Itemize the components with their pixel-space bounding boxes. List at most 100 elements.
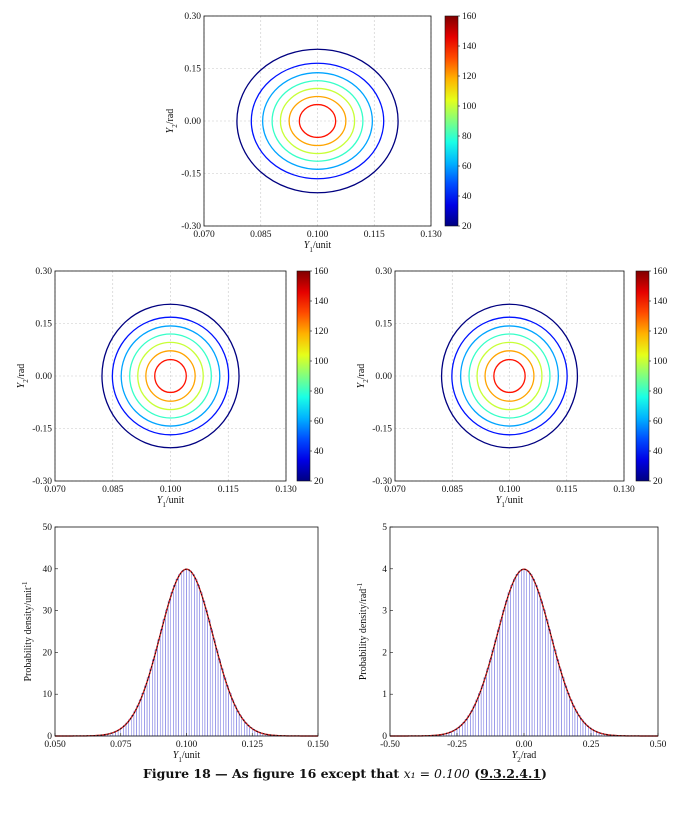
y-tick-label: 30 (43, 607, 53, 617)
histogram-bar (191, 574, 195, 737)
histogram-bar (502, 609, 506, 737)
histogram-bar (553, 649, 557, 737)
histogram-bar (138, 699, 143, 737)
x-tick-label: -0.50 (380, 740, 400, 750)
histogram-bar (146, 677, 150, 737)
y-tick-label: 3 (382, 607, 387, 617)
histogram-bar (188, 570, 192, 737)
contour-line-140 (493, 358, 526, 394)
y-axis-label: Probability density/rad-1 (356, 582, 369, 680)
histogram-bar (515, 574, 519, 737)
x-tick-label: 0.100 (307, 230, 329, 240)
histogram-bar (577, 715, 581, 737)
histogram-bar (488, 659, 493, 737)
x-tick-label: 0.085 (250, 230, 272, 240)
histogram-bar (236, 710, 240, 737)
plot-frame (54, 270, 287, 482)
y-tick-label: 0.30 (184, 12, 201, 22)
histogram-bar (202, 600, 206, 737)
y-tick-label: 20 (43, 648, 53, 658)
histogram-bar (483, 677, 487, 737)
y-tick-label: 0.15 (35, 320, 52, 330)
pdf-curve-dotted (390, 568, 658, 737)
histogram-bar (154, 649, 158, 737)
x-tick-label: 0.050 (44, 740, 66, 750)
y-axis-label: Y2/rad (356, 364, 370, 389)
histogram-bar (518, 570, 522, 737)
y-tick-label: 40 (43, 565, 53, 575)
histogram-bar (212, 639, 216, 737)
histogram-bar (133, 710, 137, 737)
y-tick-label: -0.15 (181, 170, 201, 180)
contour-line-60 (459, 325, 560, 427)
y-tick-label: -0.30 (181, 222, 201, 232)
y-tick-label: 50 (43, 523, 53, 533)
histogram-bar (223, 677, 227, 737)
y-tick-label: -0.15 (372, 425, 392, 435)
x-tick-label: 0.100 (499, 485, 521, 495)
histogram-bar (547, 629, 552, 737)
y-tick-label: 0.15 (375, 320, 392, 330)
histogram-bar (167, 600, 171, 737)
histogram-bar (539, 600, 543, 737)
contour-plot-middle-right: 0.070 0.085 0.100 0.115 0.130 -0.30 -0.15 0.00 0… (356, 267, 668, 509)
colorbar-tick-label: 80 (653, 387, 663, 397)
colorbar-tick-label: 80 (462, 132, 472, 142)
y-axis-label: Y2/rad (165, 109, 179, 134)
colorbar-tick-label: 20 (462, 222, 472, 232)
histogram-bar (563, 685, 568, 737)
colorbar-tick-label: 60 (653, 417, 663, 427)
y-tick-label: 1 (382, 690, 387, 700)
histogram-bar (128, 719, 132, 737)
histogram-bar (491, 649, 495, 737)
colorbar-tick-label: 120 (653, 327, 668, 337)
colorbar-tick-label: 160 (653, 267, 668, 277)
colorbar-tick-label: 140 (462, 42, 477, 52)
caption-close: ) (541, 766, 547, 781)
histogram-bar (230, 699, 235, 737)
contour-line-120 (288, 95, 347, 147)
colorbar-tick-label: 100 (462, 102, 477, 112)
colorbar-tick-label: 140 (314, 297, 329, 307)
y-tick-label: -0.15 (32, 425, 52, 435)
histogram-bar (181, 570, 185, 737)
x-tick-label: 0.070 (44, 485, 66, 495)
y-tick-label: 0 (382, 732, 387, 742)
colorbar-tick-label: 160 (462, 12, 477, 22)
x-axis-label: Y1/unit (496, 495, 524, 509)
contour-line-20 (440, 303, 579, 449)
caption-reference-link[interactable]: 9.3.2.4.1 (480, 766, 542, 781)
y-tick-label: 0.00 (35, 372, 52, 382)
y-tick-label: 0.30 (375, 267, 392, 277)
contour-line-100 (137, 341, 204, 411)
histogram-bar (545, 619, 549, 737)
y-axis-label: Y2/rad (16, 364, 30, 389)
histogram-bar (170, 592, 174, 737)
histogram-bar (464, 719, 468, 737)
histogram-bar (507, 592, 511, 737)
histogram-bar (475, 699, 479, 737)
histogram-bar (526, 570, 530, 737)
y-tick-label: -0.30 (372, 477, 392, 487)
histogram-bar (566, 693, 570, 737)
histogram-bar (542, 609, 546, 737)
histogram-bar (510, 585, 514, 737)
contour-line-140 (298, 103, 337, 139)
caption-open: ( (469, 766, 481, 781)
contour-line-60 (261, 72, 374, 170)
histogram-bar (486, 668, 490, 737)
histogram-bar (186, 569, 190, 737)
x-tick-label: 0.115 (218, 485, 239, 495)
histogram-bar (558, 668, 562, 737)
histogram-bar (238, 715, 242, 737)
histogram-bar (152, 659, 156, 737)
colorbar-tick-label: 20 (653, 477, 663, 487)
histogram-bar (521, 569, 525, 737)
figure-caption: Figure 18 — As figure 16 except that x₁ … (0, 766, 690, 781)
histogram-bar (537, 592, 541, 737)
y-tick-label: 0.00 (375, 372, 392, 382)
y-tick-label: 0.30 (35, 267, 52, 277)
histogram-bar (534, 585, 538, 737)
histogram-bar (207, 619, 211, 737)
histogram-bar (555, 659, 560, 737)
